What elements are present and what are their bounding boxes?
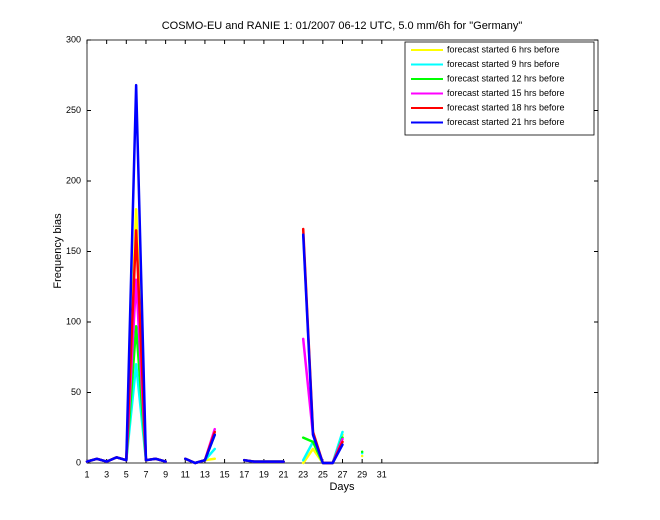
x-tick-label: 13 [200, 469, 210, 479]
y-tick-label: 200 [66, 175, 81, 185]
x-tick-label: 31 [377, 469, 387, 479]
y-tick-label: 300 [66, 34, 81, 44]
y-tick-label: 0 [76, 457, 81, 467]
x-tick-label: 11 [181, 469, 190, 479]
y-tick-label: 150 [66, 246, 81, 256]
y-tick-label: 100 [66, 316, 81, 326]
x-tick-label: 5 [124, 469, 129, 479]
x-tick-label: 27 [337, 469, 347, 479]
series-line [85, 83, 344, 465]
legend-label: forecast started 18 hrs before [447, 102, 565, 112]
x-tick-label: 25 [318, 469, 328, 479]
legend-label: forecast started 9 hrs before [447, 59, 560, 69]
x-axis-label: Days [329, 481, 355, 493]
y-axis-label: Frequency bias [52, 213, 64, 289]
legend-label: forecast started 21 hrs before [447, 117, 565, 127]
legend-label: forecast started 15 hrs before [447, 88, 565, 98]
x-tick-label: 17 [239, 469, 249, 479]
y-tick-label: 250 [66, 105, 81, 115]
x-tick-label: 23 [298, 469, 308, 479]
x-tick-label: 15 [220, 469, 230, 479]
x-tick-label: 29 [357, 469, 367, 479]
legend-label: forecast started 6 hrs before [447, 44, 560, 54]
x-tick-label: 1 [84, 469, 89, 479]
x-tick-label: 19 [259, 469, 269, 479]
chart-title: COSMO-EU and RANIE 1: 01/2007 06-12 UTC,… [162, 20, 523, 32]
legend-box [404, 41, 595, 136]
x-tick-label: 21 [279, 469, 289, 479]
legend-label: forecast started 12 hrs before [447, 73, 565, 83]
x-tick-label: 3 [104, 469, 109, 479]
x-tick-label: 7 [143, 469, 148, 479]
y-tick-label: 50 [71, 387, 81, 397]
x-tick-label: 9 [163, 469, 168, 479]
